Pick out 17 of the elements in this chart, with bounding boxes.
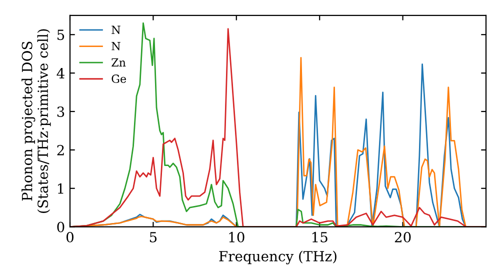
x-tick-label: 20 — [394, 232, 411, 242]
y-tick-label: 4 — [56, 68, 64, 78]
x-tick-label: 10 — [229, 232, 244, 242]
x-tick-label: 5 — [150, 232, 157, 242]
y-axis-title: Phonon projected DOS (States/THz·primitive cell) — [22, 29, 51, 213]
y-tick-label: 2 — [57, 144, 64, 156]
y-tick-label: 1 — [58, 183, 64, 194]
y-tick-label: 0 — [57, 222, 64, 232]
legend-label: N — [112, 42, 120, 50]
x-tick-label: 15 — [312, 232, 328, 242]
legend-label: N — [112, 26, 120, 34]
x-axis-title: Frequency (THz) — [219, 250, 336, 264]
y-tick-label: 3 — [57, 106, 64, 117]
legend-label: Ge — [112, 74, 126, 83]
y-tick-label: 5 — [57, 30, 64, 40]
x-tick-label: 0 — [66, 232, 74, 242]
legend-label: Zn — [112, 58, 126, 66]
